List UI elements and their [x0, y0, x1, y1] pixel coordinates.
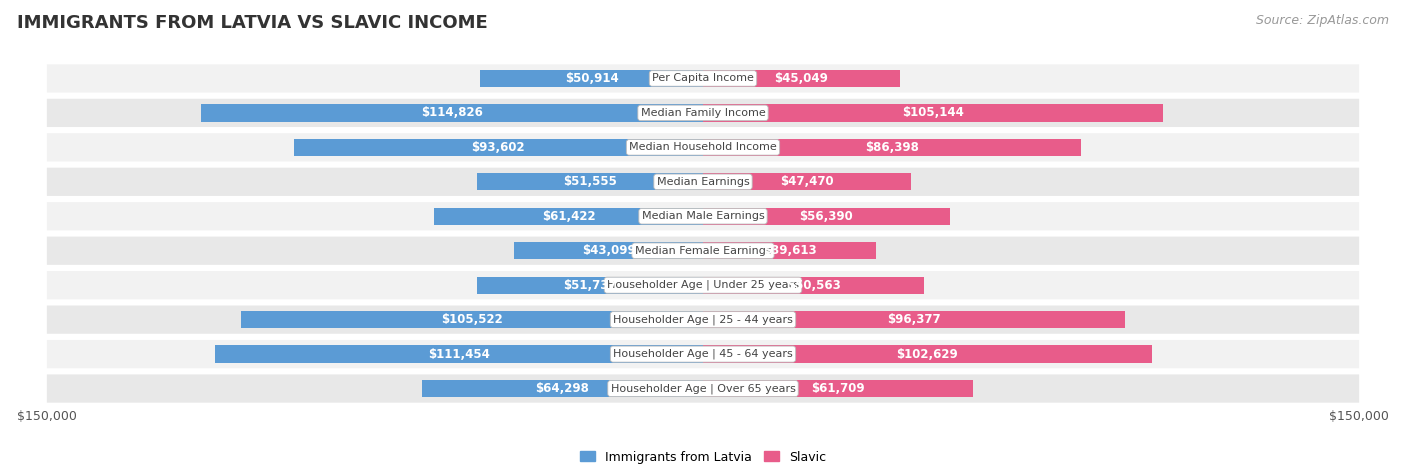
Text: $45,049: $45,049: [775, 72, 828, 85]
Text: $150,000: $150,000: [17, 410, 77, 423]
Text: $102,629: $102,629: [897, 347, 959, 361]
Bar: [703, 346, 1152, 363]
Bar: [478, 173, 703, 191]
Text: IMMIGRANTS FROM LATVIA VS SLAVIC INCOME: IMMIGRANTS FROM LATVIA VS SLAVIC INCOME: [17, 14, 488, 32]
FancyBboxPatch shape: [46, 133, 1360, 162]
FancyBboxPatch shape: [46, 64, 1360, 92]
Bar: [703, 311, 1125, 328]
Bar: [703, 242, 876, 259]
Text: $50,563: $50,563: [787, 279, 841, 292]
FancyBboxPatch shape: [46, 375, 1360, 403]
Bar: [703, 276, 924, 294]
Text: $61,422: $61,422: [541, 210, 596, 223]
Text: $51,555: $51,555: [564, 175, 617, 188]
Text: Householder Age | 25 - 44 years: Householder Age | 25 - 44 years: [613, 314, 793, 325]
Text: $56,390: $56,390: [800, 210, 853, 223]
Text: $50,914: $50,914: [565, 72, 619, 85]
Bar: [703, 104, 1163, 121]
Bar: [703, 139, 1081, 156]
Text: Median Male Earnings: Median Male Earnings: [641, 211, 765, 221]
FancyBboxPatch shape: [46, 271, 1360, 299]
FancyBboxPatch shape: [46, 202, 1360, 230]
Text: Median Earnings: Median Earnings: [657, 177, 749, 187]
Bar: [242, 311, 703, 328]
FancyBboxPatch shape: [46, 340, 1360, 368]
Bar: [477, 276, 703, 294]
Text: $43,099: $43,099: [582, 244, 636, 257]
Text: Median Household Income: Median Household Income: [628, 142, 778, 152]
Text: $150,000: $150,000: [1329, 410, 1389, 423]
Text: Per Capita Income: Per Capita Income: [652, 73, 754, 84]
Text: $93,602: $93,602: [471, 141, 524, 154]
Text: $51,737: $51,737: [562, 279, 617, 292]
Bar: [422, 380, 703, 397]
Bar: [703, 380, 973, 397]
Bar: [201, 104, 703, 121]
Bar: [294, 139, 703, 156]
Text: $111,454: $111,454: [429, 347, 491, 361]
Text: $47,470: $47,470: [780, 175, 834, 188]
Bar: [703, 173, 911, 191]
Bar: [703, 70, 900, 87]
Text: $96,377: $96,377: [887, 313, 941, 326]
FancyBboxPatch shape: [46, 168, 1360, 196]
Text: $114,826: $114,826: [420, 106, 482, 120]
Text: $86,398: $86,398: [865, 141, 920, 154]
Text: Householder Age | 45 - 64 years: Householder Age | 45 - 64 years: [613, 349, 793, 359]
Text: $105,522: $105,522: [441, 313, 503, 326]
FancyBboxPatch shape: [46, 305, 1360, 334]
FancyBboxPatch shape: [46, 99, 1360, 127]
Text: Householder Age | Under 25 years: Householder Age | Under 25 years: [607, 280, 799, 290]
Bar: [434, 208, 703, 225]
Text: Householder Age | Over 65 years: Householder Age | Over 65 years: [610, 383, 796, 394]
Text: Median Family Income: Median Family Income: [641, 108, 765, 118]
Bar: [703, 208, 949, 225]
Legend: Immigrants from Latvia, Slavic: Immigrants from Latvia, Slavic: [575, 446, 831, 467]
Text: $61,709: $61,709: [811, 382, 865, 395]
Text: $105,144: $105,144: [903, 106, 965, 120]
Text: $39,613: $39,613: [763, 244, 817, 257]
FancyBboxPatch shape: [46, 237, 1360, 265]
Text: Median Female Earnings: Median Female Earnings: [634, 246, 772, 256]
Text: Source: ZipAtlas.com: Source: ZipAtlas.com: [1256, 14, 1389, 27]
Text: $64,298: $64,298: [536, 382, 589, 395]
Bar: [215, 346, 703, 363]
Bar: [515, 242, 703, 259]
Bar: [481, 70, 703, 87]
